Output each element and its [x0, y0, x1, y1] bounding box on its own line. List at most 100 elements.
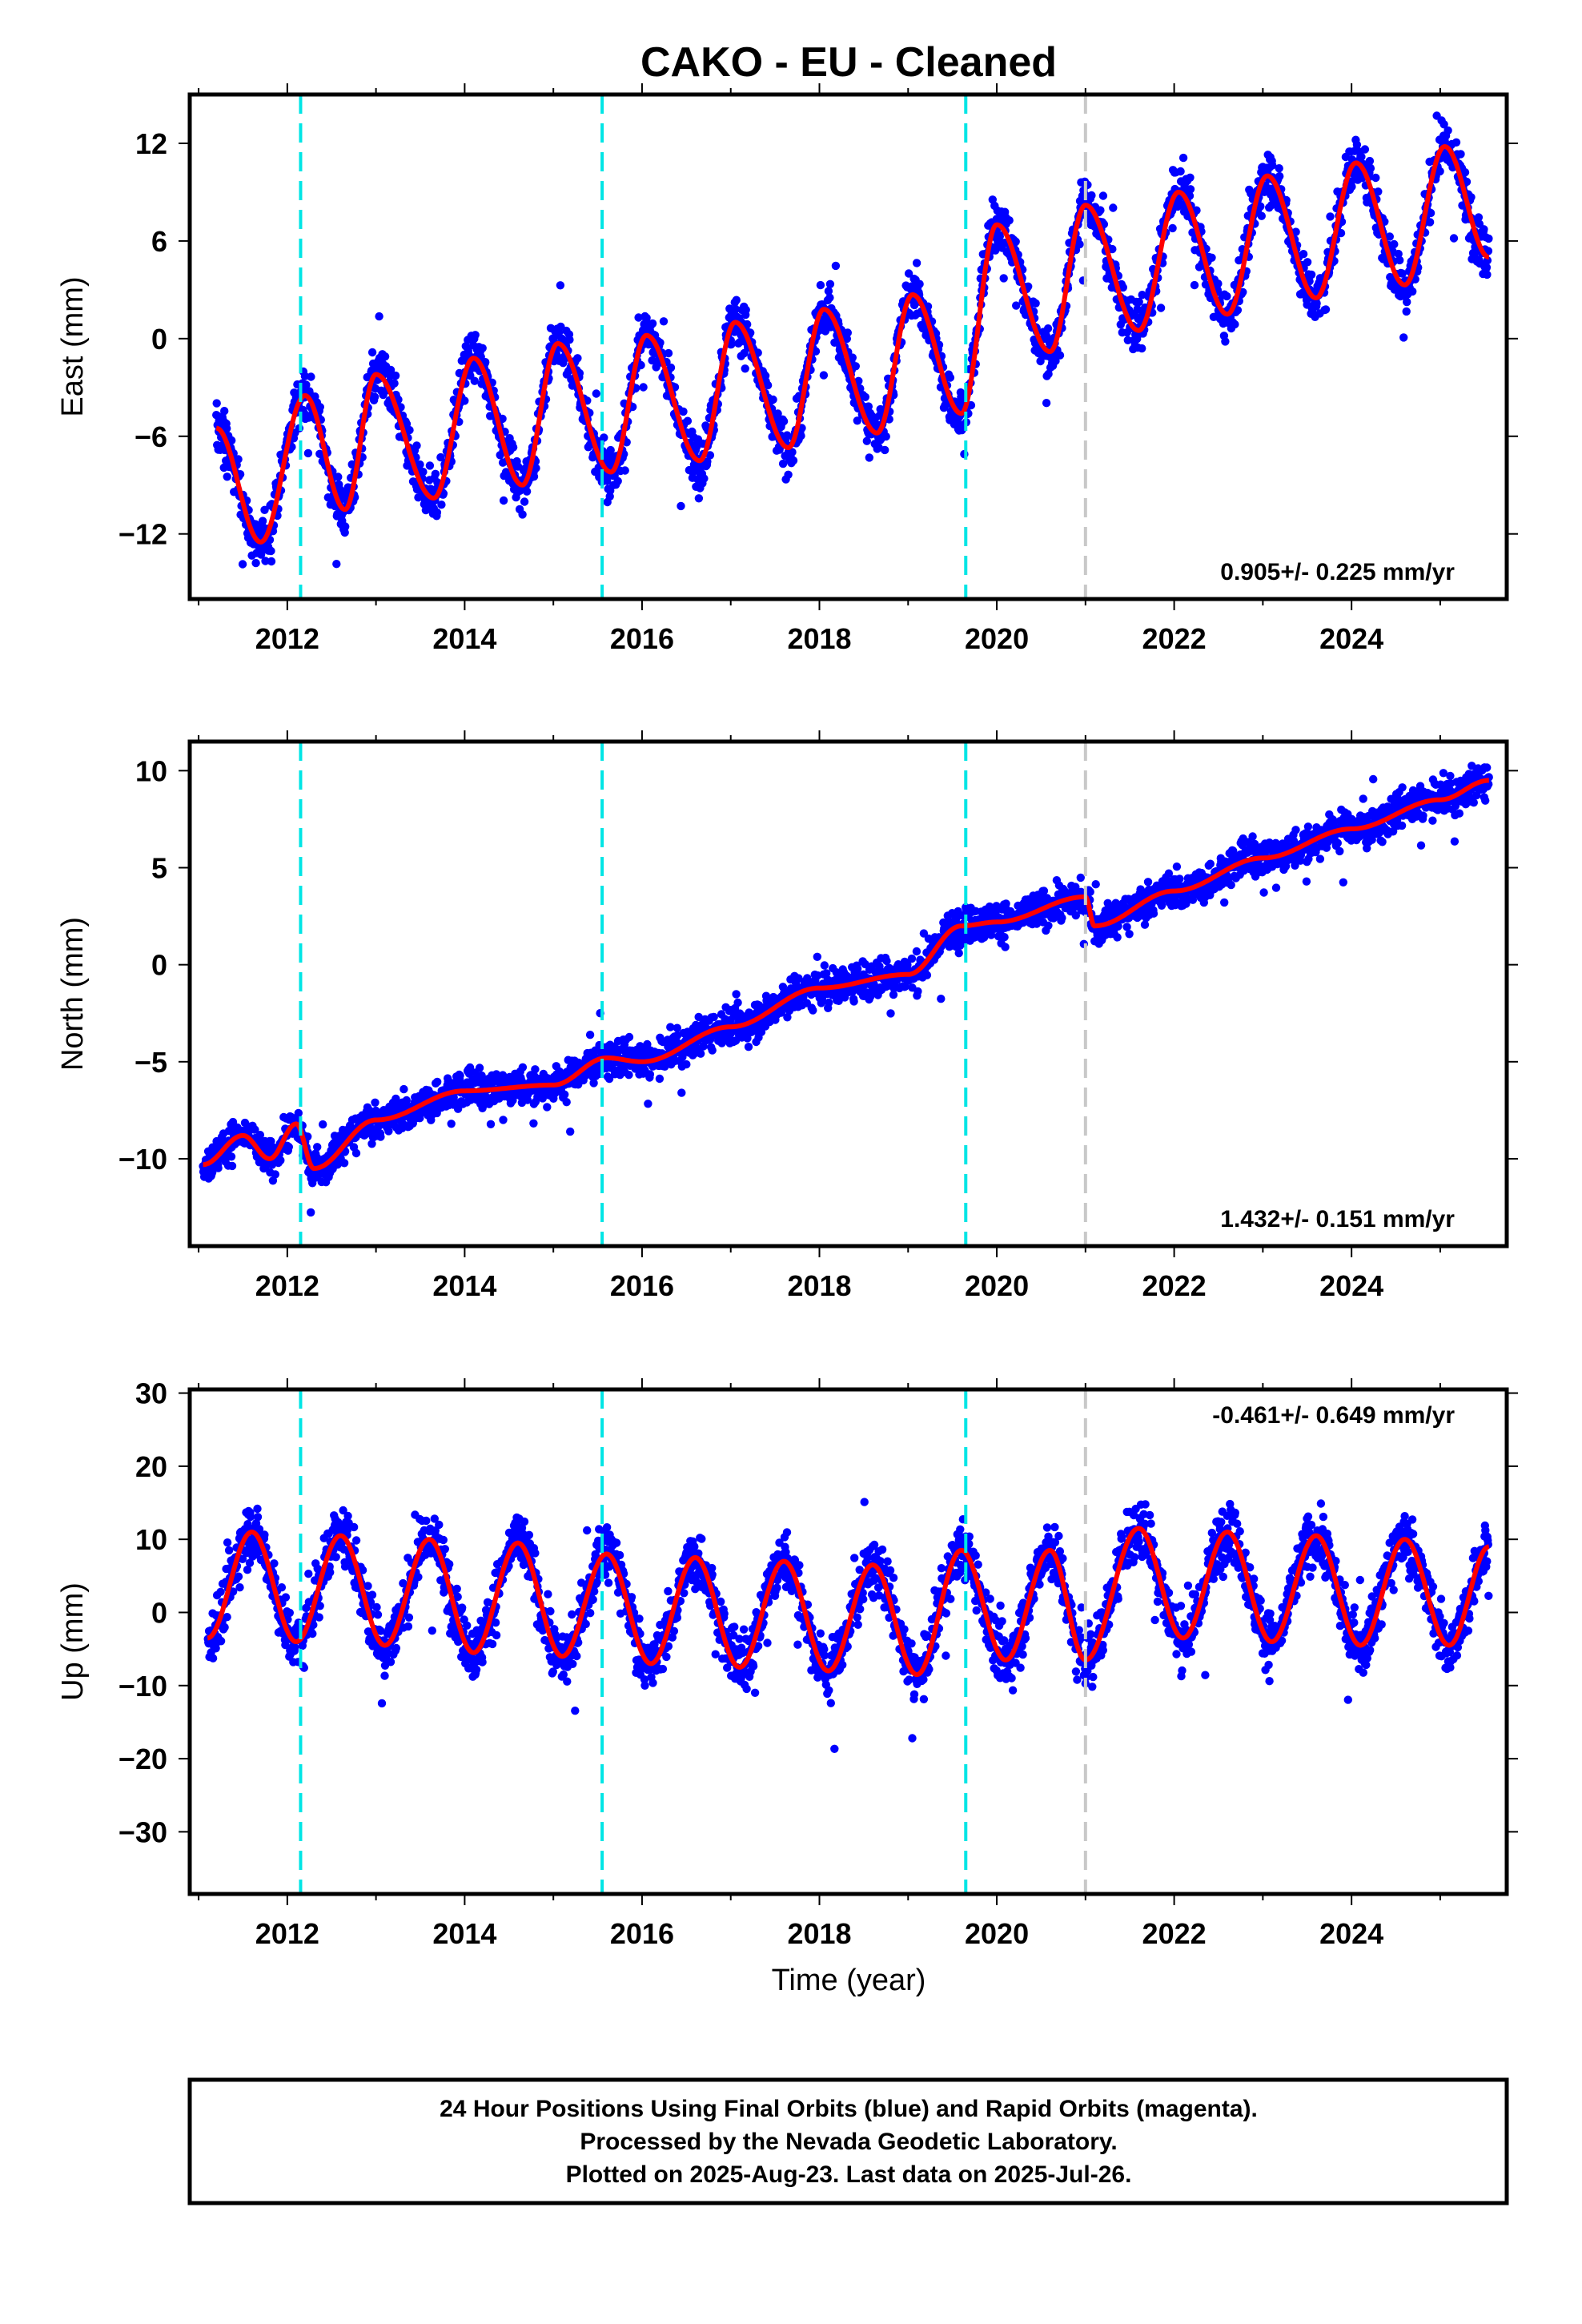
- north-point: [294, 1108, 303, 1118]
- east-point: [1321, 305, 1331, 314]
- east-point: [825, 293, 834, 302]
- east-point: [1043, 324, 1053, 333]
- north-point: [1122, 923, 1131, 931]
- north-point: [937, 995, 946, 1003]
- north-point: [655, 1074, 665, 1084]
- east-point: [1176, 167, 1185, 176]
- east-point: [1042, 399, 1051, 408]
- east-x-tick-label: 2016: [610, 622, 674, 655]
- east-point: [470, 376, 479, 385]
- east-point: [258, 517, 267, 525]
- east-point: [995, 231, 1005, 241]
- north-point: [376, 1132, 385, 1141]
- north-point: [624, 1071, 633, 1080]
- east-point: [1138, 344, 1146, 353]
- east-point: [1011, 237, 1020, 246]
- east-point: [784, 470, 793, 479]
- east-point: [212, 399, 221, 408]
- north-point: [1001, 943, 1010, 951]
- east-point: [1108, 244, 1117, 254]
- east-point: [864, 402, 873, 411]
- east-point: [431, 469, 440, 478]
- east-point: [763, 380, 773, 390]
- east-y-tick-label: 12: [135, 127, 167, 160]
- east-point: [824, 287, 833, 296]
- north-point: [433, 1077, 442, 1087]
- north-point: [1076, 873, 1086, 883]
- north-point: [371, 1098, 379, 1108]
- east-point: [1098, 191, 1108, 200]
- east-point: [1374, 187, 1383, 196]
- east-point: [862, 436, 872, 445]
- north-point: [1125, 930, 1134, 939]
- north-point: [922, 971, 932, 979]
- east-x-tick-label: 2012: [255, 622, 319, 655]
- north-point: [227, 1161, 237, 1171]
- north-point: [697, 1049, 705, 1058]
- east-point: [592, 389, 600, 398]
- east-point: [340, 528, 349, 537]
- north-point: [913, 987, 922, 996]
- east-point: [1408, 287, 1417, 296]
- east-point: [999, 274, 1008, 283]
- north-point: [813, 952, 821, 962]
- east-x-tick-label: 2024: [1319, 622, 1383, 655]
- east-y-tick-label: −6: [135, 420, 167, 453]
- east-point: [307, 372, 315, 381]
- east-point: [1044, 369, 1053, 379]
- north-point: [732, 990, 741, 999]
- east-point: [532, 464, 540, 472]
- north-point: [809, 1006, 817, 1015]
- east-point: [227, 436, 236, 445]
- east-y-tick-label: 6: [151, 225, 167, 258]
- east-point: [1371, 173, 1380, 183]
- east-point: [648, 319, 657, 328]
- east-point: [267, 557, 276, 566]
- east-point: [1178, 153, 1188, 163]
- east-point: [797, 432, 805, 440]
- east-point: [1480, 225, 1488, 234]
- east-point: [677, 501, 685, 511]
- east-point: [865, 453, 874, 462]
- north-point: [1044, 921, 1053, 931]
- east-point: [1435, 167, 1444, 176]
- east-point: [666, 363, 676, 372]
- east-point: [522, 487, 532, 496]
- east-point: [600, 433, 608, 442]
- east-point: [460, 396, 469, 405]
- east-point: [1452, 138, 1461, 147]
- east-point: [1303, 258, 1312, 267]
- east-point: [425, 461, 435, 470]
- east-point: [499, 496, 508, 505]
- north-point: [214, 1164, 223, 1172]
- east-point: [741, 364, 749, 373]
- east-point: [390, 379, 399, 388]
- east-point: [386, 365, 396, 375]
- east-y-axis-label: East (mm): [56, 276, 90, 416]
- east-point: [694, 494, 704, 503]
- east-point: [1134, 297, 1143, 307]
- north-point: [529, 1119, 538, 1128]
- east-point: [683, 416, 693, 425]
- north-point: [1091, 880, 1100, 889]
- east-point: [529, 472, 539, 481]
- east-point: [1233, 306, 1243, 315]
- east-point: [811, 347, 821, 356]
- east-point: [412, 441, 421, 450]
- east-point: [1012, 301, 1021, 310]
- east-y-tick-label: 0: [151, 323, 167, 356]
- east-point: [1231, 320, 1239, 329]
- east-point: [1031, 299, 1040, 308]
- east-point: [478, 344, 487, 352]
- east-point: [251, 558, 260, 568]
- east-point: [1312, 299, 1321, 308]
- north-point: [486, 1120, 496, 1129]
- east-point: [1403, 297, 1411, 307]
- north-point: [560, 1090, 569, 1100]
- north-point: [271, 1170, 279, 1179]
- east-point: [334, 472, 343, 481]
- north-point: [825, 998, 833, 1007]
- east-point: [341, 522, 350, 531]
- east-point: [1347, 182, 1356, 191]
